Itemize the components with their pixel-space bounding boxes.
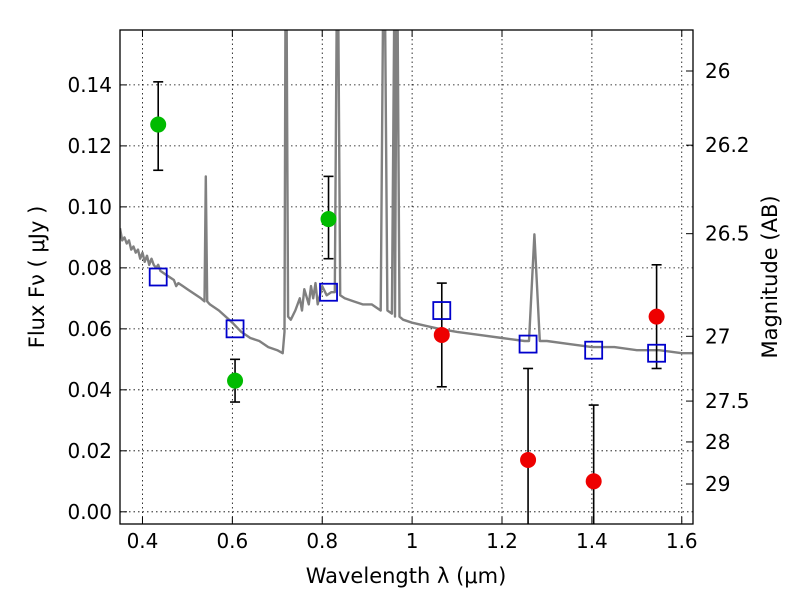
x-tick-label: 0.4 — [127, 529, 159, 553]
x-tick-label: 0.8 — [306, 529, 338, 553]
data-point — [520, 451, 537, 468]
y-tick-label: 0.02 — [67, 439, 112, 463]
y-tick-label: 0.10 — [67, 195, 112, 219]
model-point — [584, 340, 604, 360]
x-tick-label: 1.2 — [486, 529, 518, 553]
right-tick-label: 29 — [705, 472, 730, 496]
data-point — [648, 308, 665, 325]
right-tick-label: 26.2 — [705, 133, 750, 157]
grid — [120, 30, 693, 524]
data-point — [585, 473, 602, 490]
y-axis-label: Flux Fν ( μJy ) — [25, 206, 49, 349]
right-axis-label: Magnitude (AB) — [758, 195, 782, 358]
right-tick-label: 26 — [705, 59, 730, 83]
model-point — [432, 301, 452, 320]
y-tick-label: 0.14 — [67, 73, 112, 97]
y-tick-label: 0.06 — [67, 317, 112, 341]
model-point — [148, 267, 168, 287]
y-tick-label: 0.12 — [67, 134, 112, 158]
x-tick-label: 0.6 — [216, 529, 248, 553]
model-point — [225, 319, 245, 339]
data-point — [227, 372, 244, 389]
axis-ticks: 0.4 0.6 0.8 1 1.2 1.4 1.6 0.00 0.02 0.04 0.06 0.08 0… — [67, 30, 750, 553]
plot-frame — [119, 29, 694, 525]
model-point — [319, 282, 338, 302]
x-tick-label: 1 — [406, 529, 419, 553]
right-tick-label: 28 — [705, 430, 730, 454]
spectrum-line — [120, 30, 693, 355]
x-axis-label: Wavelength λ (μm) — [306, 564, 507, 588]
y-tick-label: 0.04 — [67, 378, 112, 402]
y-tick-label: 0.00 — [67, 500, 112, 524]
x-tick-label: 1.6 — [666, 529, 698, 553]
model-spectrum — [120, 30, 693, 355]
data-point — [320, 211, 337, 228]
x-tick-label: 1.4 — [576, 529, 608, 553]
data-markers — [148, 116, 666, 490]
y-tick-label: 0.08 — [67, 256, 112, 280]
model-point — [647, 343, 666, 363]
right-tick-label: 27.5 — [705, 389, 750, 413]
data-point — [150, 116, 167, 133]
right-tick-label: 27 — [705, 324, 730, 348]
right-tick-label: 26.5 — [705, 222, 750, 246]
model-point — [518, 334, 538, 354]
data-point — [433, 326, 450, 343]
